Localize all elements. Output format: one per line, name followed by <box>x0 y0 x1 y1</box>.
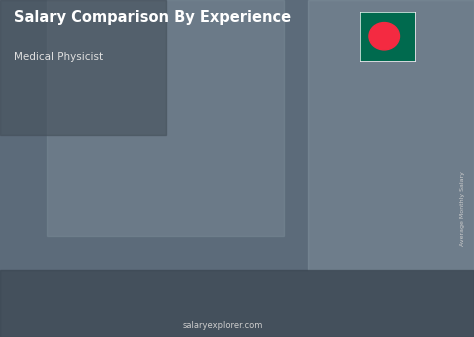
Text: 86,100 BDT: 86,100 BDT <box>367 166 410 172</box>
Text: 59,800 BDT: 59,800 BDT <box>165 204 208 210</box>
Bar <box>406 175 411 297</box>
Text: 30,300 BDT: 30,300 BDT <box>30 245 73 251</box>
Bar <box>308 0 474 270</box>
Bar <box>36 254 73 297</box>
Bar <box>374 175 411 180</box>
Bar <box>238 193 276 297</box>
Bar <box>238 193 276 197</box>
Text: 40,500 BDT: 40,500 BDT <box>98 231 140 237</box>
Bar <box>238 193 243 297</box>
Text: salaryexplorer.com: salaryexplorer.com <box>182 320 263 330</box>
Bar <box>171 212 208 215</box>
Bar <box>0 0 166 135</box>
Bar <box>47 0 284 236</box>
Bar <box>36 254 41 297</box>
Bar <box>306 184 310 297</box>
Text: +34%: +34% <box>64 221 97 232</box>
Bar <box>204 212 208 297</box>
Bar <box>0 270 474 337</box>
Bar <box>36 254 73 255</box>
Bar <box>306 184 343 189</box>
Text: Medical Physicist: Medical Physicist <box>14 52 103 62</box>
Text: +8%: +8% <box>337 153 364 162</box>
Bar <box>137 239 141 297</box>
Text: +48%: +48% <box>131 193 165 203</box>
Bar <box>271 193 276 297</box>
Bar <box>104 239 141 242</box>
Text: +22%: +22% <box>199 174 232 183</box>
Text: 72,900 BDT: 72,900 BDT <box>233 185 275 191</box>
Bar <box>306 184 343 297</box>
Bar <box>374 175 378 297</box>
Bar <box>339 184 343 297</box>
Text: Salary Comparison By Experience: Salary Comparison By Experience <box>14 10 292 25</box>
Bar <box>171 212 208 297</box>
Bar <box>69 254 73 297</box>
Bar <box>171 212 175 297</box>
Text: Average Monthly Salary: Average Monthly Salary <box>460 172 465 246</box>
Circle shape <box>369 23 400 50</box>
Text: +9%: +9% <box>270 163 296 173</box>
Bar <box>104 239 108 297</box>
Bar <box>374 175 411 297</box>
Bar <box>104 239 141 297</box>
Text: 79,500 BDT: 79,500 BDT <box>300 176 343 182</box>
